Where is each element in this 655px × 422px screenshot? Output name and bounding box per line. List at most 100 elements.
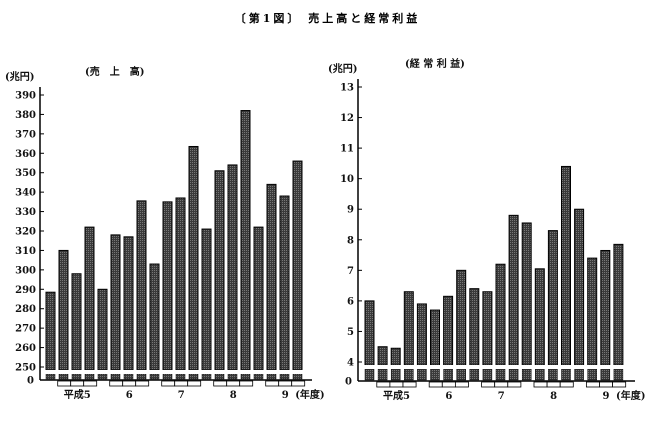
- bar-stub: [84, 373, 95, 380]
- quarter-bracket: [428, 381, 443, 388]
- bar: [508, 214, 519, 366]
- y-tick-label: 4: [347, 358, 354, 369]
- chart-title: (経 常 利 益): [405, 57, 465, 70]
- quarter-bracket: [239, 380, 254, 387]
- bar: [253, 226, 264, 371]
- group-label: 8: [230, 390, 237, 401]
- y-tick-label: 12: [340, 113, 354, 124]
- bar-stub: [292, 373, 303, 380]
- bar-stub: [417, 368, 427, 381]
- bar-stub: [574, 368, 584, 381]
- y-tick-label: 260: [15, 343, 36, 354]
- y-tick-label: 11: [340, 144, 354, 155]
- quarter-bracket: [213, 380, 228, 387]
- bar: [574, 208, 585, 366]
- group-label: 平成5: [64, 388, 91, 401]
- bar-stub: [162, 373, 173, 380]
- bar: [214, 170, 225, 371]
- quarter-bracket: [278, 380, 293, 387]
- bar-stub: [227, 373, 238, 380]
- y-tick-label: 330: [15, 207, 36, 218]
- bar-stub: [240, 373, 251, 380]
- quarter-bracket: [122, 380, 137, 387]
- bar-stub: [535, 368, 545, 381]
- bar: [443, 295, 454, 366]
- bar: [84, 226, 95, 371]
- quarter-bracket: [135, 380, 150, 387]
- bar: [58, 249, 69, 371]
- quarter-bracket: [559, 381, 574, 388]
- chart-title: (売 上 高): [85, 65, 144, 78]
- bar-stub: [430, 368, 440, 381]
- y-tick-label: 10: [340, 174, 354, 185]
- bar-stub: [600, 368, 611, 381]
- bar-stub: [45, 373, 56, 380]
- bar-stub: [201, 373, 212, 380]
- bar-stub: [58, 373, 69, 380]
- y-tick-label: 340: [15, 188, 36, 199]
- quarter-bracket: [481, 381, 496, 388]
- bar: [613, 243, 624, 366]
- bar-stub: [97, 373, 108, 380]
- quarter-bracket: [174, 380, 189, 387]
- bar-stub: [482, 368, 493, 381]
- axis-break: [359, 365, 628, 369]
- quarter-bracket: [161, 380, 176, 387]
- bar: [71, 273, 82, 371]
- bar: [495, 263, 506, 366]
- bar-stub: [175, 373, 186, 380]
- bar-stub: [123, 373, 134, 380]
- bar: [561, 165, 571, 366]
- bar: [534, 268, 545, 366]
- zero-label: 0: [27, 376, 34, 387]
- bar-stub: [521, 368, 532, 381]
- group-label: 6: [445, 391, 452, 402]
- bar-stub: [390, 368, 401, 381]
- axis-break: [41, 370, 305, 374]
- bar: [279, 195, 290, 371]
- quarter-bracket: [454, 381, 469, 388]
- bar-stub: [71, 373, 82, 380]
- y-axis-unit: (兆円): [328, 62, 357, 75]
- bar: [201, 228, 212, 371]
- bar-stub: [364, 368, 375, 381]
- y-tick-label: 380: [15, 110, 36, 121]
- bar-stub: [495, 368, 506, 381]
- y-tick-label: 250: [15, 363, 36, 374]
- bar: [97, 288, 108, 371]
- quarter-bracket: [265, 380, 280, 387]
- bar-stub: [266, 373, 277, 380]
- quarter-bracket: [585, 381, 600, 388]
- group-label: 6: [126, 390, 133, 401]
- y-tick-label: 300: [15, 265, 36, 276]
- quarter-bracket: [612, 381, 627, 388]
- group-label: 9: [603, 391, 610, 402]
- group-label: 平成5: [383, 389, 410, 402]
- bar-stub: [279, 373, 290, 380]
- y-tick-label: 360: [15, 149, 36, 160]
- quarter-bracket: [389, 381, 404, 388]
- bar: [390, 347, 401, 366]
- bar: [377, 346, 388, 366]
- bar: [110, 234, 121, 371]
- bar-stub: [508, 368, 519, 381]
- bar-stub: [404, 368, 414, 381]
- bar-stub: [253, 373, 264, 380]
- x-axis-unit: (年度): [295, 388, 324, 401]
- quarter-bracket: [70, 380, 85, 387]
- bar: [430, 309, 440, 366]
- quarter-bracket: [226, 380, 241, 387]
- bar-stub: [377, 368, 388, 381]
- bar: [416, 303, 427, 366]
- bar: [469, 288, 480, 366]
- quarter-bracket: [599, 381, 613, 388]
- bar: [227, 164, 238, 371]
- y-tick-label: 350: [15, 168, 36, 179]
- bar-stub: [456, 368, 466, 381]
- bar-stub: [469, 368, 480, 381]
- bar: [240, 110, 251, 371]
- bar: [456, 269, 467, 366]
- figure-title: 〔第1図〕 売上高と経常利益: [234, 12, 421, 25]
- bar: [482, 291, 493, 366]
- bar: [175, 197, 186, 371]
